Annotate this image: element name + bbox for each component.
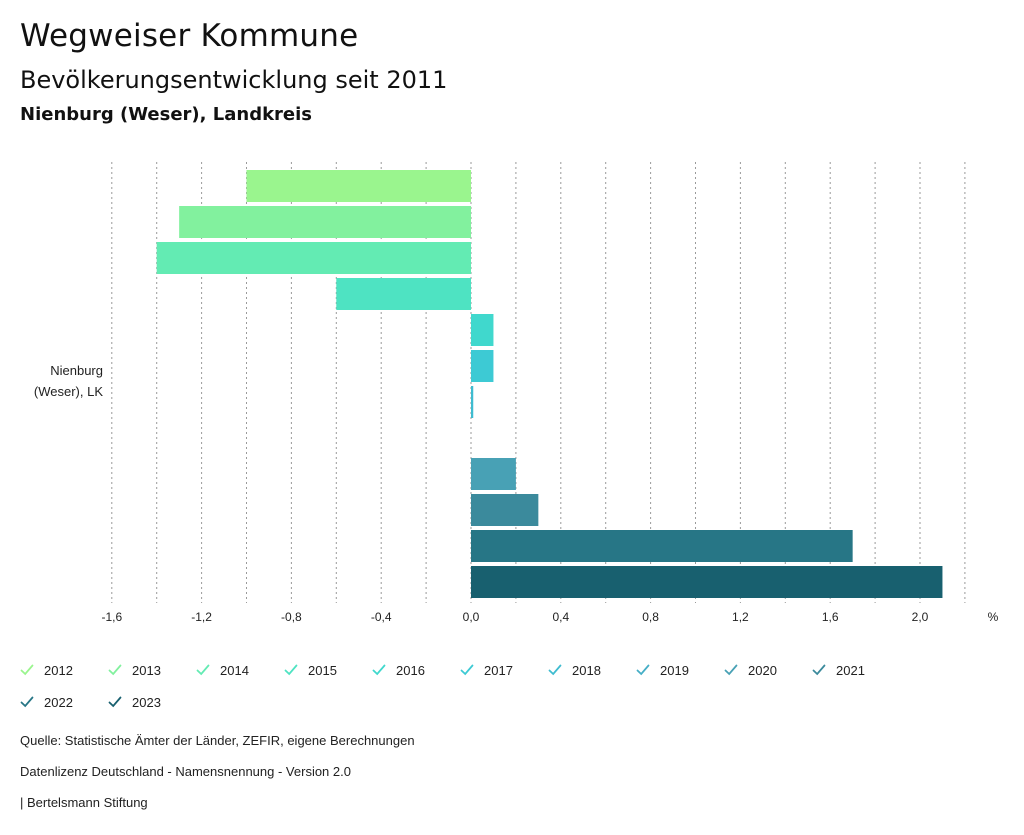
publisher-note: | Bertelsmann Stiftung (20, 795, 148, 810)
bar-2020[interactable] (471, 458, 516, 490)
checkmark-icon (548, 664, 562, 676)
chart-subtitle: Bevölkerungsentwicklung seit 2011 (20, 66, 448, 94)
legend-label: 2020 (748, 662, 777, 678)
bar-2013[interactable] (179, 206, 471, 238)
checkmark-icon (20, 664, 34, 676)
x-tick-label: 0,0 (463, 610, 480, 624)
legend-label: 2022 (44, 694, 73, 710)
legend-item-2019[interactable]: 2019 (636, 660, 689, 680)
x-tick-label: -0,8 (281, 610, 302, 624)
bar-2012[interactable] (246, 170, 472, 202)
bar-2021[interactable] (471, 494, 539, 526)
legend-item-2013[interactable]: 2013 (108, 660, 161, 680)
bar-2023[interactable] (471, 566, 943, 598)
legend-label: 2021 (836, 662, 865, 678)
legend-item-2023[interactable]: 2023 (108, 692, 161, 712)
legend-label: 2012 (44, 662, 73, 678)
checkmark-icon (724, 664, 738, 676)
x-tick-label: 2,0 (912, 610, 929, 624)
bar-chart: -1,6 -1,2 -0,8 -0,4 0,0 0,4 0,8 1,2 1,6 2,0% Nien… (34, 162, 999, 624)
x-tick-label: 1,6 (822, 610, 839, 624)
region-name: Nienburg (Weser), Landkreis (20, 104, 313, 125)
legend-item-2020[interactable]: 2020 (724, 660, 777, 680)
legend-item-2017[interactable]: 2017 (460, 660, 513, 680)
x-tick-label: -1,2 (191, 610, 212, 624)
page-title: Wegweiser Kommune (20, 18, 359, 54)
y-category-label: (Weser), LK (34, 384, 103, 399)
legend-item-2012[interactable]: 2012 (20, 660, 73, 680)
x-tick-label: 0,8 (642, 610, 659, 624)
legend-item-2018[interactable]: 2018 (548, 660, 601, 680)
legend-label: 2017 (484, 662, 513, 678)
x-tick-label: -1,6 (101, 610, 122, 624)
y-axis-category: Nienburg (Weser), LK (34, 363, 103, 399)
checkmark-icon (460, 664, 474, 676)
checkmark-icon (108, 696, 122, 708)
x-tick-label: 0,4 (552, 610, 569, 624)
bar-2014[interactable] (156, 242, 471, 274)
bar-2015[interactable] (336, 278, 471, 310)
checkmark-icon (196, 664, 210, 676)
license-note: Datenlizenz Deutschland - Namensnennung … (20, 764, 351, 779)
legend-label: 2018 (572, 662, 601, 678)
legend-item-2016[interactable]: 2016 (372, 660, 425, 680)
legend-label: 2016 (396, 662, 425, 678)
legend-item-2021[interactable]: 2021 (812, 660, 865, 680)
x-tick-label: 1,2 (732, 610, 749, 624)
checkmark-icon (812, 664, 826, 676)
checkmark-icon (372, 664, 386, 676)
checkmark-icon (20, 696, 34, 708)
x-axis-unit: % (988, 610, 999, 624)
legend-item-2015[interactable]: 2015 (284, 660, 337, 680)
source-note: Quelle: Statistische Ämter der Länder, Z… (20, 733, 415, 748)
legend-label: 2019 (660, 662, 689, 678)
legend-label: 2013 (132, 662, 161, 678)
bar-2018[interactable] (471, 386, 474, 418)
checkmark-icon (636, 664, 650, 676)
bar-2016[interactable] (471, 314, 494, 346)
checkmark-icon (284, 664, 298, 676)
checkmark-icon (108, 664, 122, 676)
legend-item-2014[interactable]: 2014 (196, 660, 249, 680)
legend-label: 2015 (308, 662, 337, 678)
x-axis-ticks: -1,6 -1,2 -0,8 -0,4 0,0 0,4 0,8 1,2 1,6 2,0% (101, 610, 998, 624)
y-category-label: Nienburg (50, 363, 103, 378)
legend-label: 2023 (132, 694, 161, 710)
chart-grid (111, 162, 966, 603)
legend-item-2022[interactable]: 2022 (20, 692, 73, 712)
bar-2017[interactable] (471, 350, 494, 382)
x-tick-label: -0,4 (371, 610, 392, 624)
bar-2022[interactable] (471, 530, 853, 562)
legend-label: 2014 (220, 662, 249, 678)
chart-bars (156, 170, 943, 598)
